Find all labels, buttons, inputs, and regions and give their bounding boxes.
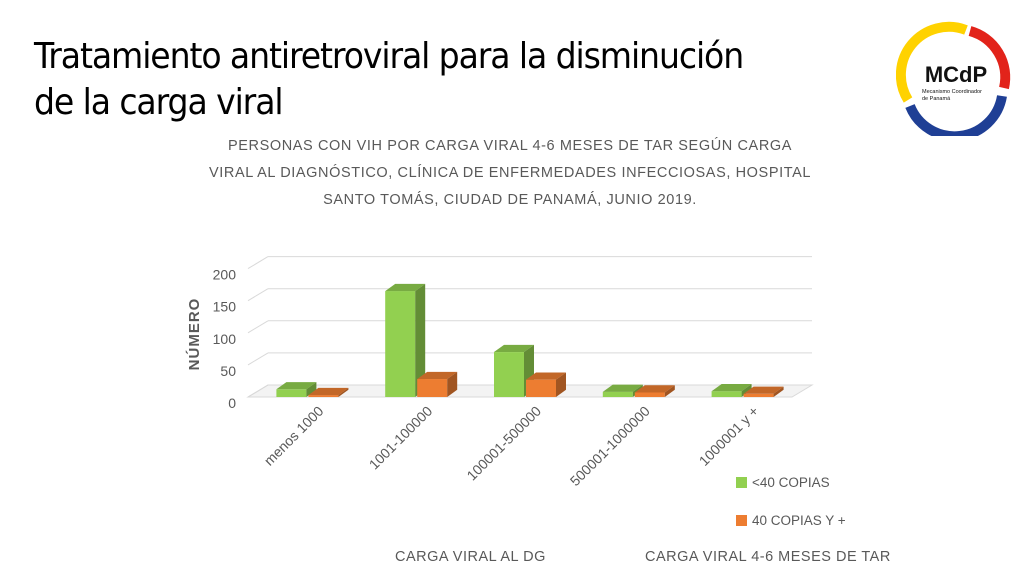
bar-top <box>494 344 534 353</box>
y-tick-label: 200 <box>213 267 237 283</box>
bar-front <box>602 391 633 397</box>
legend-title: CARGA VIRAL 4-6 MESES DE TAR <box>645 549 891 565</box>
bar-side <box>415 283 426 397</box>
logo-subtext-2: de Panamá <box>922 96 951 102</box>
chart-title-line-1: PERSONAS CON VIH POR CARGA VIRAL 4-6 MES… <box>227 138 793 154</box>
x-tick-label: menos 1000 <box>261 403 327 469</box>
bar-side <box>556 372 566 397</box>
bar-front <box>526 379 556 397</box>
gridline-depth <box>247 288 269 302</box>
bar-front <box>417 379 448 397</box>
bar-side <box>306 382 317 397</box>
y-tick-label: 50 <box>220 363 236 379</box>
bar-top <box>526 372 566 380</box>
bar-top <box>602 384 643 392</box>
legend-swatch <box>736 515 747 526</box>
bar-side <box>447 371 458 397</box>
gridline-depth <box>247 352 269 366</box>
bar-front <box>743 393 774 397</box>
logo-blue-arc <box>905 95 1007 136</box>
bar-top <box>743 386 784 394</box>
chart-title: PERSONAS CON VIH POR CARGA VIRAL 4-6 MES… <box>195 133 825 214</box>
legend-label: <40 COPIAS <box>752 475 830 490</box>
bar-top <box>711 384 752 392</box>
bar-side <box>773 386 784 397</box>
bar-top <box>417 371 458 380</box>
bar-front <box>385 291 416 397</box>
bar-front <box>308 395 339 397</box>
slide-title-line-1: Tratamiento antiretroviral para la dismi… <box>34 36 744 77</box>
x-tick-label: 100001-500000 <box>463 403 544 484</box>
logo-yellow-arc <box>896 21 968 103</box>
legend-swatch <box>736 477 747 488</box>
legend-label: 40 COPIAS Y + <box>752 513 846 528</box>
bar-front <box>276 389 307 397</box>
bar-front <box>711 391 742 397</box>
mcdp-logo: MCdP Mecanismo Coordinador de Panamá <box>896 21 1011 136</box>
bar-side <box>664 385 675 397</box>
gridline-depth <box>247 320 269 334</box>
gridline-depth <box>247 256 269 270</box>
logo-subtext-1: Mecanismo Coordinador <box>922 89 982 95</box>
gridline-depth <box>247 384 269 398</box>
bar-front <box>494 352 524 397</box>
x-tick-label: 1001-100000 <box>366 403 436 473</box>
logo-red-arc <box>968 26 1011 90</box>
chart-title-line-2: VIRAL AL DIAGNÓSTICO, CLÍNICA DE ENFERME… <box>208 165 812 181</box>
slide-title: Tratamiento antiretroviral para la dismi… <box>34 34 825 126</box>
slide-title-line-2: de la carga viral <box>34 82 284 123</box>
chart-title-line-3: SANTO TOMÁS, CIUDAD DE PANAMÁ, JUNIO 201… <box>323 192 697 208</box>
x-axis-title: CARGA VIRAL AL DG <box>395 549 546 565</box>
bar-top <box>385 283 426 292</box>
bar-top <box>308 387 349 396</box>
y-tick-label: 0 <box>228 395 236 411</box>
x-tick-label: 500001-1000000 <box>567 403 653 489</box>
y-tick-label: 100 <box>213 331 237 347</box>
bar-front <box>634 392 665 397</box>
bar-top <box>276 382 317 390</box>
bar-top <box>634 385 675 393</box>
x-tick-label: 1000001 y + <box>696 403 762 469</box>
logo-text: MCdP <box>925 62 987 87</box>
y-tick-label: 150 <box>213 299 237 315</box>
y-axis-title: NÚMERO <box>185 298 203 371</box>
bar-side <box>338 387 349 397</box>
